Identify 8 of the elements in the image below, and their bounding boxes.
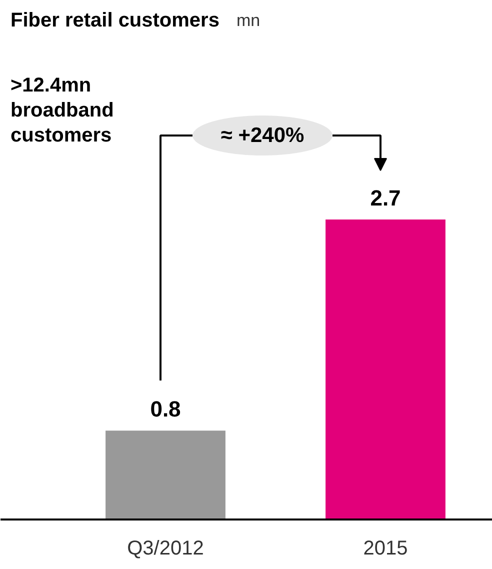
- x-tick-label: Q3/2012: [127, 538, 204, 560]
- data-label: 0.8: [150, 396, 181, 422]
- text: ≈ +240%: [220, 124, 304, 147]
- text: >12.4mn broadband customers: [10, 74, 114, 146]
- chart-subtitle: mn: [236, 11, 260, 30]
- data-label: 2.7: [370, 186, 401, 210]
- x-tick-label: 2015: [363, 538, 408, 560]
- chart-title: Fiber retail customers: [10, 10, 220, 32]
